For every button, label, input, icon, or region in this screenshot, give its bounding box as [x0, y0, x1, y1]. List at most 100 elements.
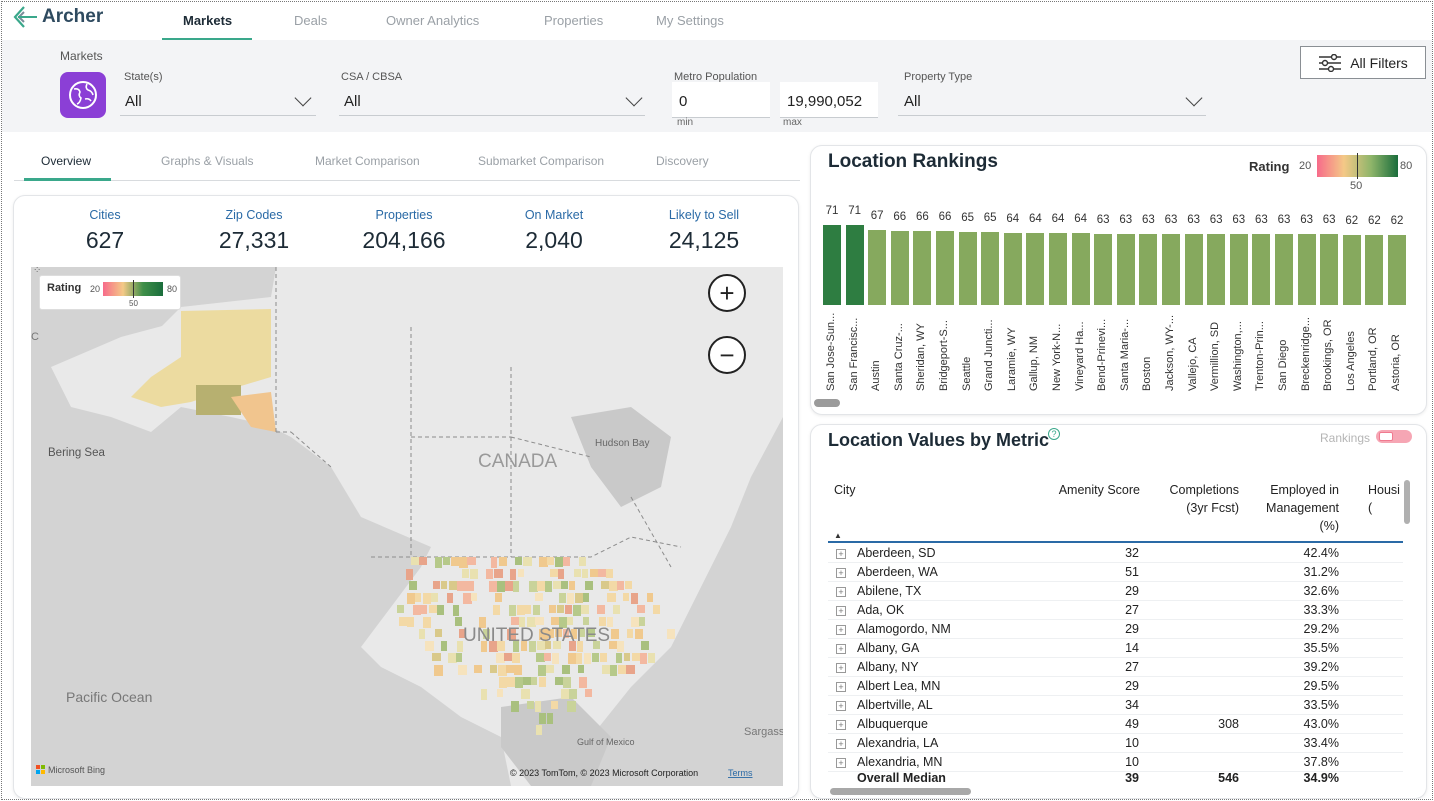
- bar-12[interactable]: [1094, 234, 1113, 305]
- bar-20[interactable]: [1275, 234, 1293, 305]
- table-row[interactable]: + Alexandria, MN 10 37.8%: [828, 753, 1403, 772]
- metro-population-max-input[interactable]: [780, 82, 878, 118]
- table-horizontal-scrollbar[interactable]: [830, 788, 971, 795]
- bar-2[interactable]: [868, 229, 887, 305]
- county-rating-cell: [609, 641, 618, 649]
- expand-row-icon[interactable]: +: [836, 606, 846, 616]
- expand-row-icon[interactable]: +: [836, 701, 846, 711]
- property-type-chevron-down-icon[interactable]: [1185, 89, 1203, 107]
- expand-row-icon[interactable]: +: [836, 568, 846, 578]
- bar-15[interactable]: [1162, 234, 1180, 305]
- table-row[interactable]: + Alexandria, LA 10 33.4%: [828, 734, 1403, 753]
- sort-ascending-icon[interactable]: ▲: [834, 531, 842, 540]
- county-rating-cell: [441, 641, 447, 651]
- bar-13[interactable]: [1116, 234, 1135, 305]
- metro-population-max-value[interactable]: 19,990,052: [787, 93, 863, 110]
- nav-tab-owner-analytics[interactable]: Owner Analytics: [386, 13, 480, 28]
- col-header-city[interactable]: City: [834, 483, 856, 497]
- bar-24[interactable]: [1365, 235, 1384, 305]
- nav-tab-my-settings[interactable]: My Settings: [656, 13, 724, 28]
- bar-8[interactable]: [1003, 232, 1022, 305]
- table-row[interactable]: + Albany, NY 27 39.2%: [828, 658, 1403, 677]
- county-rating-cell: [519, 617, 525, 627]
- expand-row-icon[interactable]: +: [836, 644, 846, 654]
- csa-chevron-down-icon[interactable]: [625, 89, 643, 107]
- bar-19[interactable]: [1252, 234, 1271, 305]
- bar-11[interactable]: [1071, 232, 1090, 305]
- bar-6[interactable]: [958, 231, 977, 305]
- bar-9[interactable]: [1026, 232, 1045, 305]
- county-rating-cell: [611, 629, 619, 639]
- metro-population-min-value[interactable]: 0: [679, 93, 688, 110]
- bar-4[interactable]: [913, 230, 932, 305]
- nav-tab-markets[interactable]: Markets: [183, 13, 233, 28]
- bar-7[interactable]: [981, 231, 1000, 305]
- expand-row-icon[interactable]: +: [836, 587, 846, 597]
- bar-14[interactable]: [1139, 234, 1158, 305]
- county-rating-cell: [546, 665, 554, 673]
- col-header-completions[interactable]: Completions (3yr Fcst): [1169, 483, 1239, 515]
- states-filter-value[interactable]: All: [125, 93, 142, 110]
- expand-row-icon[interactable]: +: [836, 720, 846, 730]
- table-vertical-scrollbar[interactable]: [1404, 480, 1410, 524]
- bar-22[interactable]: [1320, 234, 1339, 305]
- bar-category-label-12: Bend-Prinevi...: [1096, 318, 1109, 391]
- states-chevron-down-icon[interactable]: [294, 89, 312, 107]
- bar-17[interactable]: [1207, 234, 1226, 305]
- expand-row-icon[interactable]: +: [836, 663, 846, 673]
- subtab-market-comparison[interactable]: Market Comparison: [315, 154, 420, 168]
- expand-row-icon[interactable]: +: [836, 549, 846, 559]
- table-row[interactable]: + Albuquerque 49 308 43.0%: [828, 715, 1403, 734]
- county-rating-cell: [515, 557, 522, 565]
- subtab-submarket-comparison[interactable]: Submarket Comparison: [478, 154, 605, 168]
- table-row[interactable]: + Albertville, AL 34 33.5%: [828, 696, 1403, 715]
- rankings-toggle[interactable]: [1376, 430, 1412, 443]
- map-label-united-states: UNITED STATES: [463, 625, 610, 646]
- county-rating-cell: [617, 581, 624, 590]
- county-rating-cell: [557, 605, 564, 613]
- nav-tab-properties[interactable]: Properties: [544, 13, 604, 28]
- zoom-in-icon[interactable]: +: [708, 274, 746, 312]
- metro-population-min-input[interactable]: [672, 82, 770, 118]
- table-row[interactable]: + Alamogordo, NM 29 29.2%: [828, 620, 1403, 639]
- table-row[interactable]: + Albert Lea, MN 29 29.5%: [828, 677, 1403, 696]
- bar-0[interactable]: [823, 225, 841, 305]
- subtab-discovery[interactable]: Discovery: [656, 154, 709, 168]
- bar-16[interactable]: [1184, 234, 1203, 305]
- table-row[interactable]: + Aberdeen, WA 51 31.2%: [828, 563, 1403, 582]
- table-row[interactable]: + Ada, OK 27 33.3%: [828, 601, 1403, 620]
- county-rating-cell: [451, 557, 459, 566]
- county-rating-cell: [531, 677, 537, 685]
- subtab-graphs-visuals[interactable]: Graphs & Visuals: [161, 154, 254, 168]
- logo[interactable]: Archer: [12, 5, 103, 29]
- nav-tab-deals[interactable]: Deals: [294, 13, 328, 28]
- county-rating-cell: [558, 569, 564, 579]
- bar-21[interactable]: [1297, 234, 1316, 305]
- property-type-value[interactable]: All: [904, 93, 921, 110]
- expand-row-icon[interactable]: +: [836, 758, 846, 768]
- map[interactable]: Bering Sea CANADA Hudson Bay UNITED STAT…: [31, 267, 783, 786]
- bar-5[interactable]: [936, 230, 954, 305]
- rankings-scrollbar[interactable]: [814, 399, 840, 407]
- col-header-employed-management[interactable]: Employed in Management (%): [1266, 483, 1339, 533]
- bar-23[interactable]: [1342, 235, 1361, 305]
- bar-10[interactable]: [1049, 232, 1067, 305]
- map-canvas[interactable]: Bering Sea CANADA Hudson Bay UNITED STAT…: [31, 267, 783, 786]
- expand-row-icon[interactable]: +: [836, 682, 846, 692]
- bar-1[interactable]: [845, 225, 864, 305]
- expand-row-icon[interactable]: +: [836, 625, 846, 635]
- bar-25[interactable]: [1388, 235, 1406, 305]
- table-row[interactable]: + Abilene, TX 29 32.6%: [828, 582, 1403, 601]
- col-header-amenity-score[interactable]: Amenity Score: [1058, 483, 1140, 497]
- help-icon[interactable]: ?: [1048, 428, 1060, 440]
- all-filters-button[interactable]: All Filters: [1300, 46, 1426, 79]
- col-header-housing[interactable]: Housi(: [1368, 483, 1400, 515]
- bar-3[interactable]: [890, 230, 909, 305]
- subtab-overview[interactable]: Overview: [41, 154, 92, 168]
- table-row[interactable]: + Albany, GA 14 35.5%: [828, 639, 1403, 658]
- zoom-out-icon[interactable]: −: [708, 336, 746, 374]
- expand-row-icon[interactable]: +: [836, 739, 846, 749]
- table-row[interactable]: + Aberdeen, SD 32 42.4%: [828, 544, 1403, 563]
- csa-filter-value[interactable]: All: [344, 93, 361, 110]
- bar-18[interactable]: [1229, 234, 1248, 305]
